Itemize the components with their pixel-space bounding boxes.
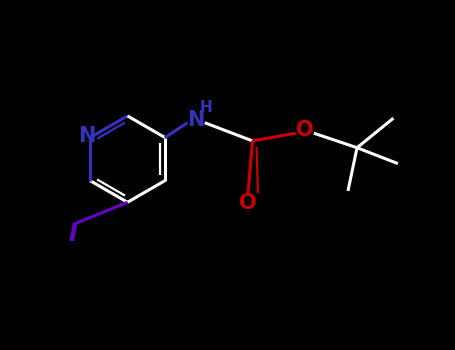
Text: N: N: [78, 126, 95, 146]
Text: N: N: [187, 111, 204, 131]
Text: O: O: [296, 120, 313, 140]
Text: I: I: [69, 222, 77, 246]
Text: O: O: [239, 193, 257, 213]
Text: H: H: [199, 100, 212, 115]
